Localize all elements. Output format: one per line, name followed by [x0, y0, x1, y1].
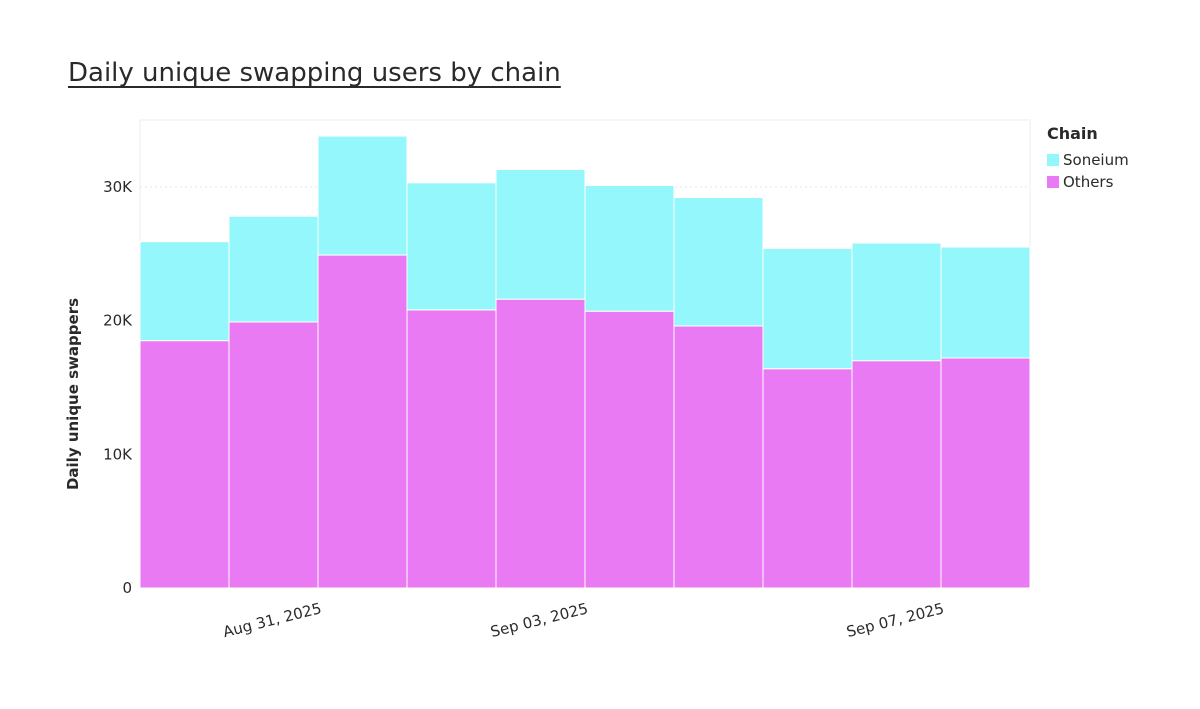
legend-label-soneium: Soneium	[1063, 151, 1129, 169]
chart-title: Daily unique swapping users by chain	[68, 58, 561, 88]
bar-soneium	[139, 241, 230, 342]
bar-soneium	[406, 182, 497, 311]
bar-soneium	[851, 242, 942, 362]
legend-title: Chain	[1047, 124, 1098, 143]
legend-label-others: Others	[1063, 173, 1114, 191]
bar-soneium	[673, 197, 764, 327]
bar-soneium	[228, 215, 319, 323]
bar-soneium	[940, 246, 1031, 359]
bar-others	[228, 321, 319, 589]
legend-swatch-others	[1047, 176, 1059, 188]
y-tick-label: 20K	[103, 312, 133, 330]
bar-others	[584, 310, 675, 589]
bar-soneium	[495, 168, 586, 300]
x-tick-label: Aug 31, 2025	[221, 599, 323, 641]
bar-soneium	[762, 247, 853, 370]
x-tick-label: Sep 07, 2025	[845, 599, 946, 641]
bar-others	[139, 340, 230, 589]
legend-swatch-soneium	[1047, 154, 1059, 166]
legend: Chain Soneium Others	[1047, 124, 1129, 193]
bar-others	[495, 298, 586, 589]
x-tick-label: Sep 03, 2025	[489, 599, 590, 641]
bar-others	[406, 309, 497, 589]
legend-item-others[interactable]: Others	[1047, 171, 1129, 193]
bar-others	[940, 357, 1031, 589]
bar-soneium	[584, 185, 675, 312]
bar-others	[317, 254, 408, 589]
bar-soneium	[317, 135, 408, 256]
legend-item-soneium[interactable]: Soneium	[1047, 149, 1129, 171]
y-tick-label: 0	[122, 579, 132, 597]
bar-others	[673, 325, 764, 589]
y-tick-label: 10K	[103, 445, 133, 463]
y-axis-title: Daily unique swappers	[64, 298, 82, 490]
bar-others	[851, 360, 942, 589]
bar-others	[762, 368, 853, 589]
y-tick-label: 30K	[103, 178, 133, 196]
